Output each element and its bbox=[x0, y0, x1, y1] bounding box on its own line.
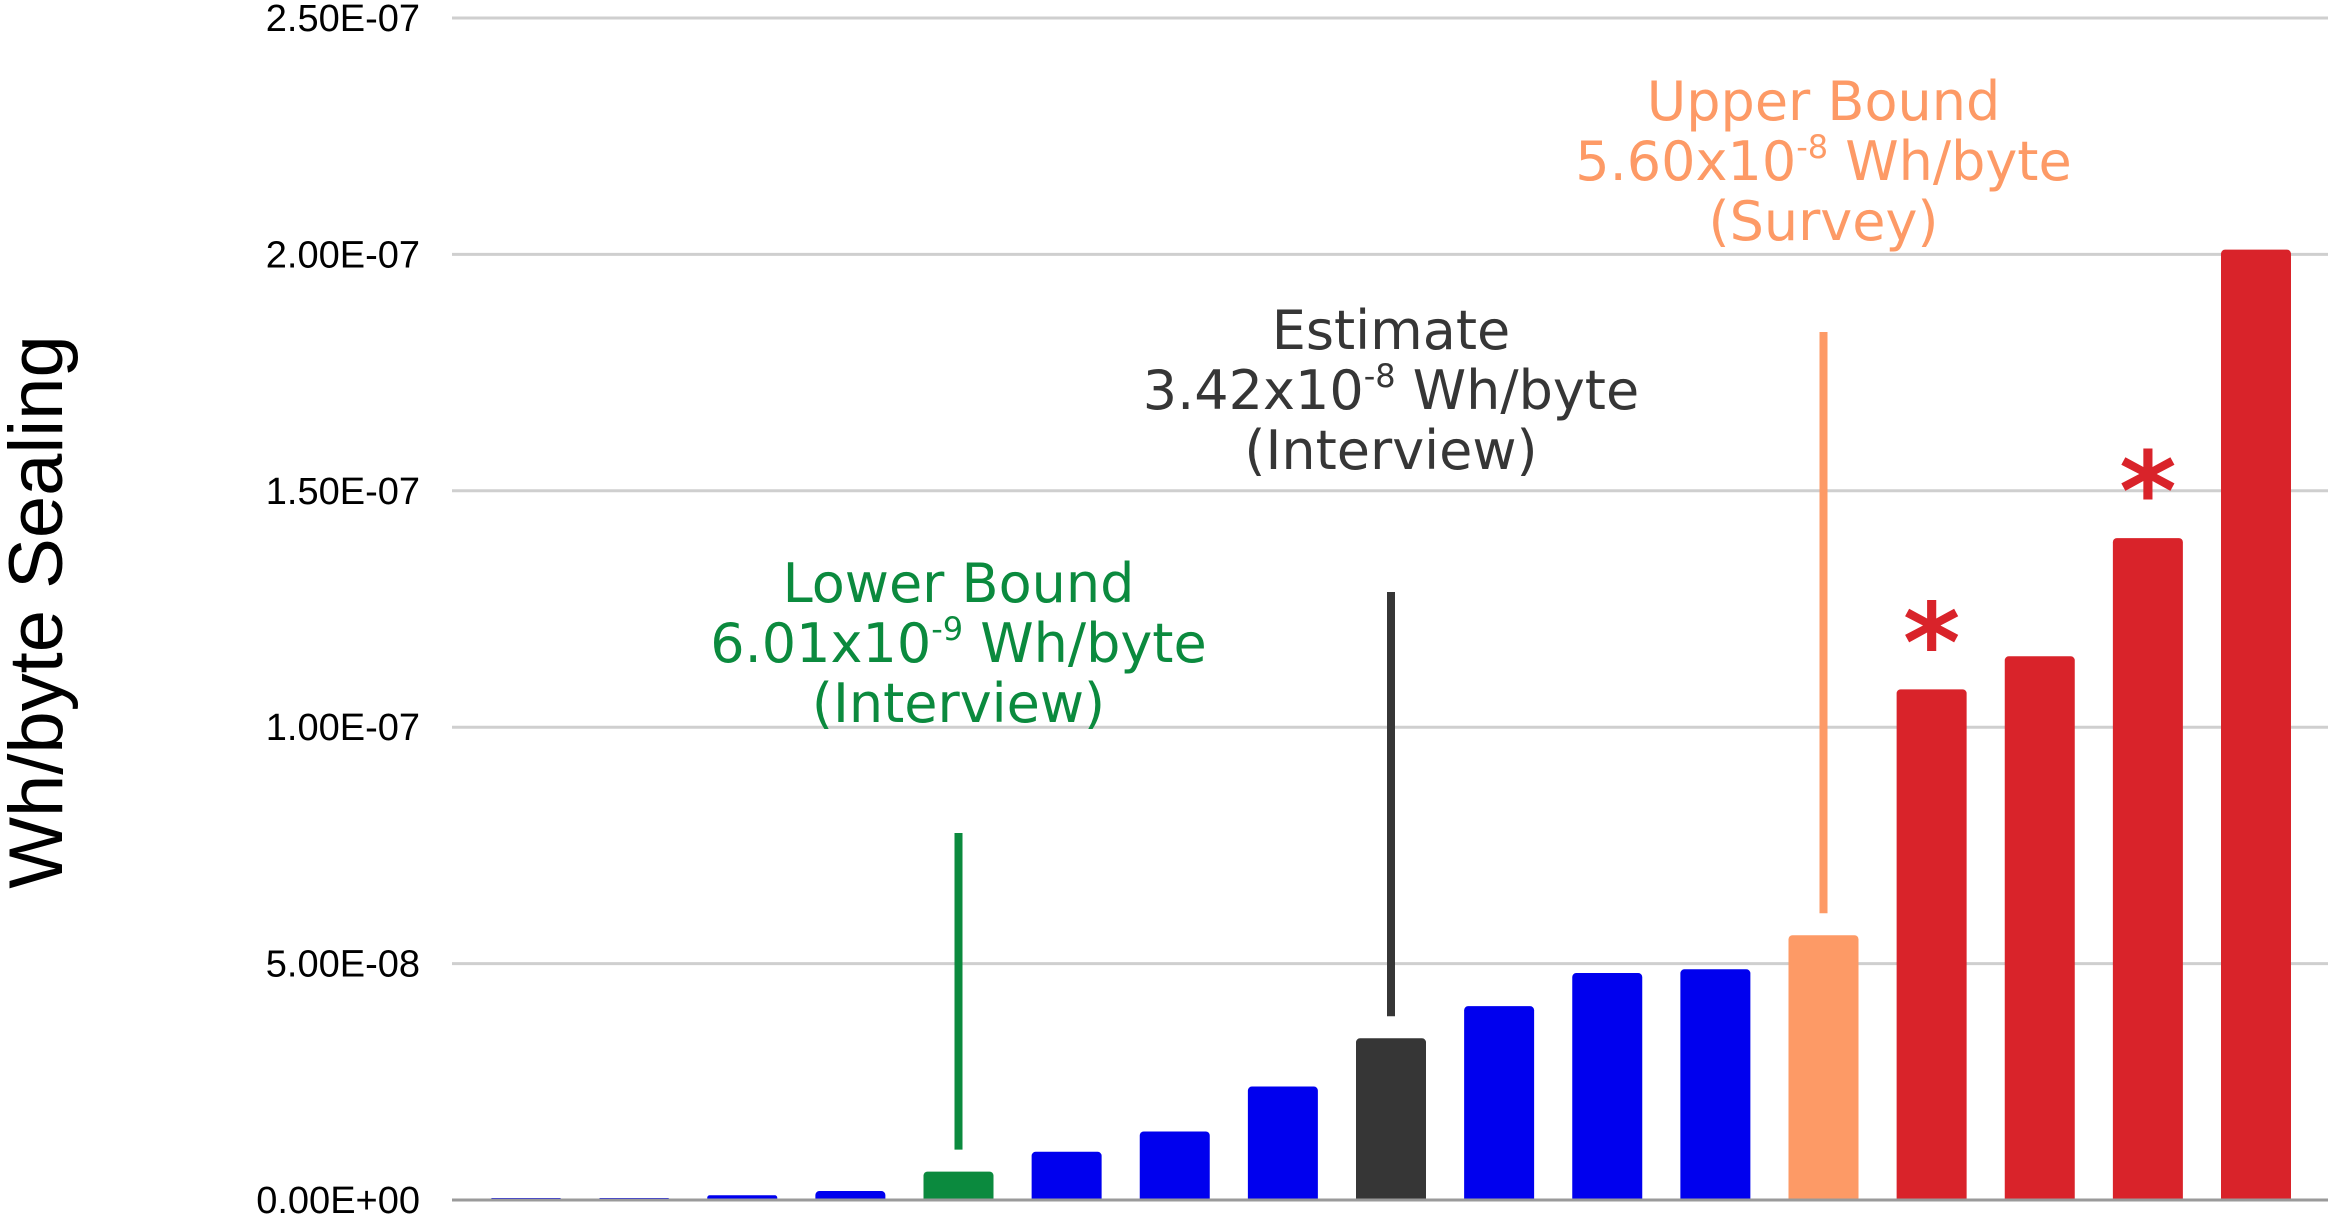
y-tick-label: 0.00E+00 bbox=[256, 1180, 420, 1219]
bar-high bbox=[2112, 538, 2183, 1204]
bar-high bbox=[2004, 656, 2075, 1204]
bar-estimate bbox=[1356, 1038, 1426, 1204]
annotation-line: 5.60x10-8 Wh/byte bbox=[1575, 128, 2071, 193]
y-tick-label: 1.00E-07 bbox=[266, 707, 420, 749]
annotation-value-exponent: -8 bbox=[1364, 357, 1396, 395]
bar-default bbox=[1139, 1131, 1210, 1204]
annotation-line: Upper Bound bbox=[1647, 70, 2000, 133]
bar-upper bbox=[1788, 935, 1859, 1204]
y-axis-tick-labels: 0.00E+00 5.00E-08 1.00E-07 1.50E-07 2.00E-07… bbox=[256, 0, 420, 1222]
bar-high bbox=[2221, 249, 2291, 1204]
bar-lower bbox=[923, 1171, 994, 1204]
annotation-value-base: 3.42x10 bbox=[1143, 359, 1364, 422]
asterisk-marker: * bbox=[2119, 428, 2177, 556]
annotation-line: (Interview) bbox=[1244, 419, 1537, 482]
annotation-line: Lower Bound bbox=[783, 552, 1135, 615]
asterisk-markers: ** bbox=[1903, 428, 2177, 707]
bar-high bbox=[1896, 689, 1967, 1204]
annotation-line: 6.01x10-9 Wh/byte bbox=[710, 610, 1206, 675]
annotation-value-base: 6.01x10 bbox=[710, 612, 931, 675]
bars bbox=[452, 249, 2328, 1220]
y-tick-label: 5.00E-08 bbox=[266, 944, 420, 986]
annotation-line: Estimate bbox=[1272, 299, 1511, 362]
y-axis-label: Wh/byte Sealing bbox=[0, 335, 79, 888]
below-axis-mask bbox=[452, 1201, 2328, 1220]
bar-default bbox=[1572, 973, 1643, 1204]
bar-default bbox=[1247, 1086, 1318, 1204]
bar-default bbox=[1031, 1151, 1102, 1204]
y-tick-label: 2.50E-07 bbox=[266, 0, 420, 40]
asterisk-marker: * bbox=[1903, 579, 1961, 707]
annotation-line: (Interview) bbox=[812, 672, 1105, 735]
annotation-value-unit: Wh/byte bbox=[963, 612, 1207, 675]
bar-default bbox=[1464, 1006, 1535, 1204]
annotation-value-unit: Wh/byte bbox=[1396, 359, 1640, 422]
y-tick-label: 2.00E-07 bbox=[266, 234, 420, 276]
annotation-line: (Survey) bbox=[1709, 190, 1939, 253]
annotation-value-exponent: -8 bbox=[1796, 128, 1828, 166]
y-tick-label: 1.50E-07 bbox=[266, 471, 420, 513]
y-axis-title-group: Wh/byte Sealing bbox=[0, 335, 79, 888]
annotation-value-unit: Wh/byte bbox=[1828, 130, 2072, 193]
annotation-value-exponent: -9 bbox=[931, 610, 963, 648]
annotation-line: 3.42x10-8 Wh/byte bbox=[1143, 357, 1639, 422]
annotation-value-base: 5.60x10 bbox=[1575, 130, 1796, 193]
bar-default bbox=[1680, 969, 1751, 1204]
